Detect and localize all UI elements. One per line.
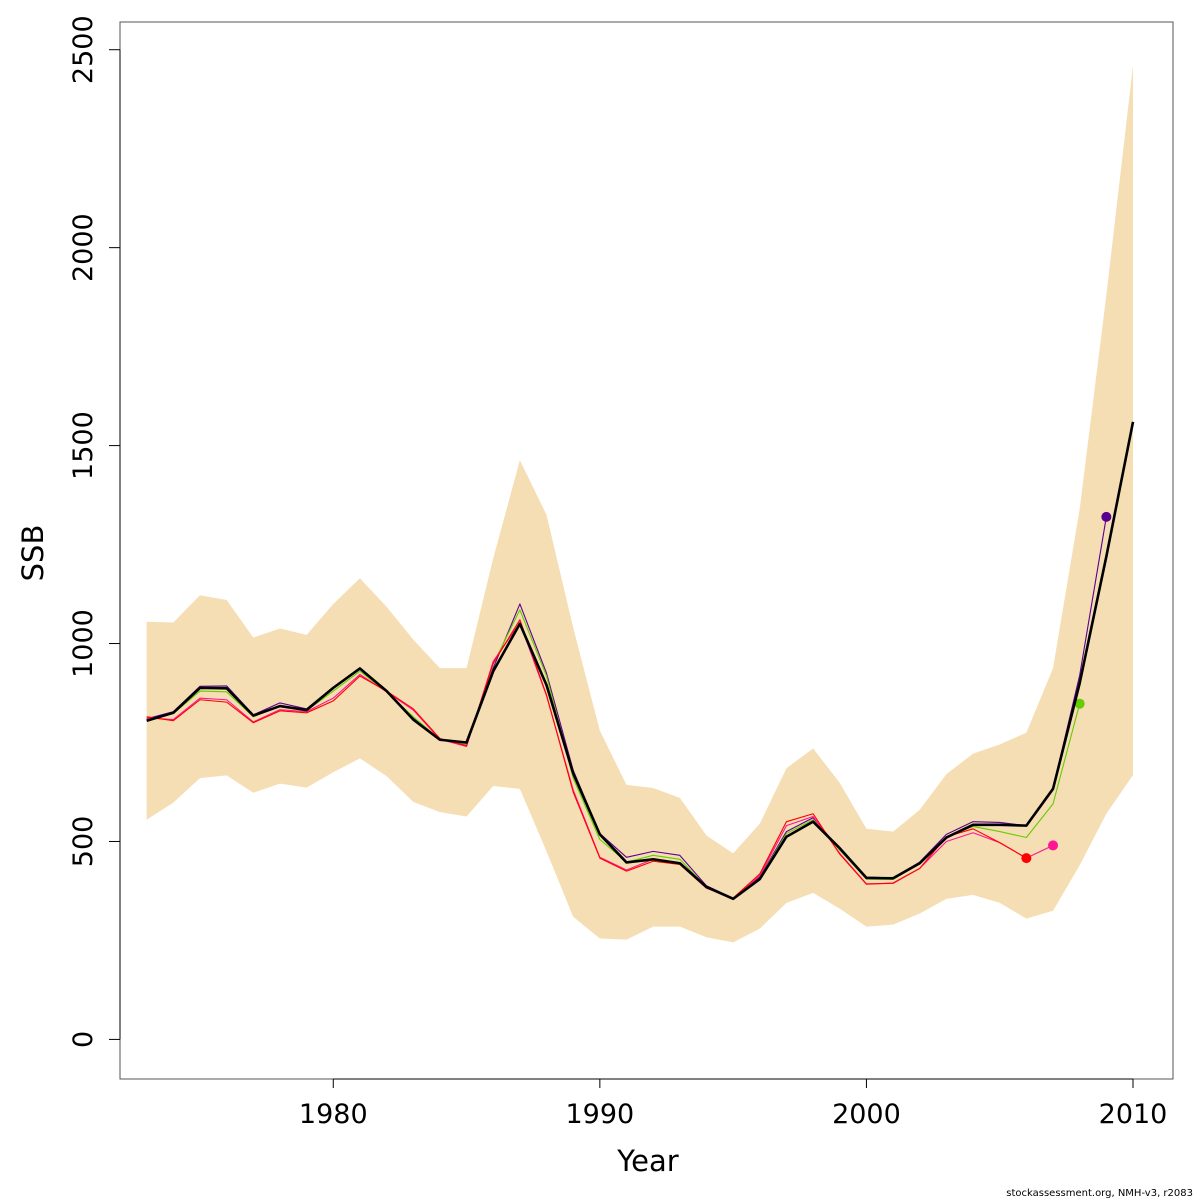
- retro-end-point-peel-2009: [1101, 511, 1112, 522]
- y-tick-label: 2000: [68, 213, 99, 282]
- y-tick-label: 500: [68, 816, 99, 868]
- retro-end-point-peel-2006: [1021, 853, 1032, 864]
- credit-text: stockassessment.org, NMH-v3, r2083: [1006, 1188, 1193, 1199]
- y-tick-label: 0: [68, 1031, 99, 1048]
- band-area: [146, 65, 1134, 943]
- x-tick-label: 2000: [832, 1099, 901, 1130]
- x-axis-title: Year: [616, 1144, 678, 1178]
- x-tick-label: 1990: [565, 1099, 634, 1130]
- x-axis: 1980 1990 2000 2010: [299, 1078, 1168, 1130]
- series-lines: [146, 421, 1135, 901]
- retro-end-point-peel-2008: [1074, 698, 1085, 709]
- retro-end-point-peel-2007: [1048, 840, 1059, 851]
- y-axis: 0 500 1000 1500 2000 2500: [68, 15, 121, 1048]
- x-tick-label: 1980: [299, 1099, 368, 1130]
- y-tick-label: 1500: [68, 411, 99, 480]
- confidence-band: [146, 65, 1134, 943]
- x-tick-label: 2010: [1099, 1099, 1168, 1130]
- retro-line-peel-2006: [146, 619, 1027, 899]
- y-tick-label: 2500: [68, 15, 99, 84]
- y-axis-title: SSB: [16, 525, 50, 582]
- main-ssb-line: [146, 421, 1135, 901]
- y-tick-label: 1000: [68, 609, 99, 678]
